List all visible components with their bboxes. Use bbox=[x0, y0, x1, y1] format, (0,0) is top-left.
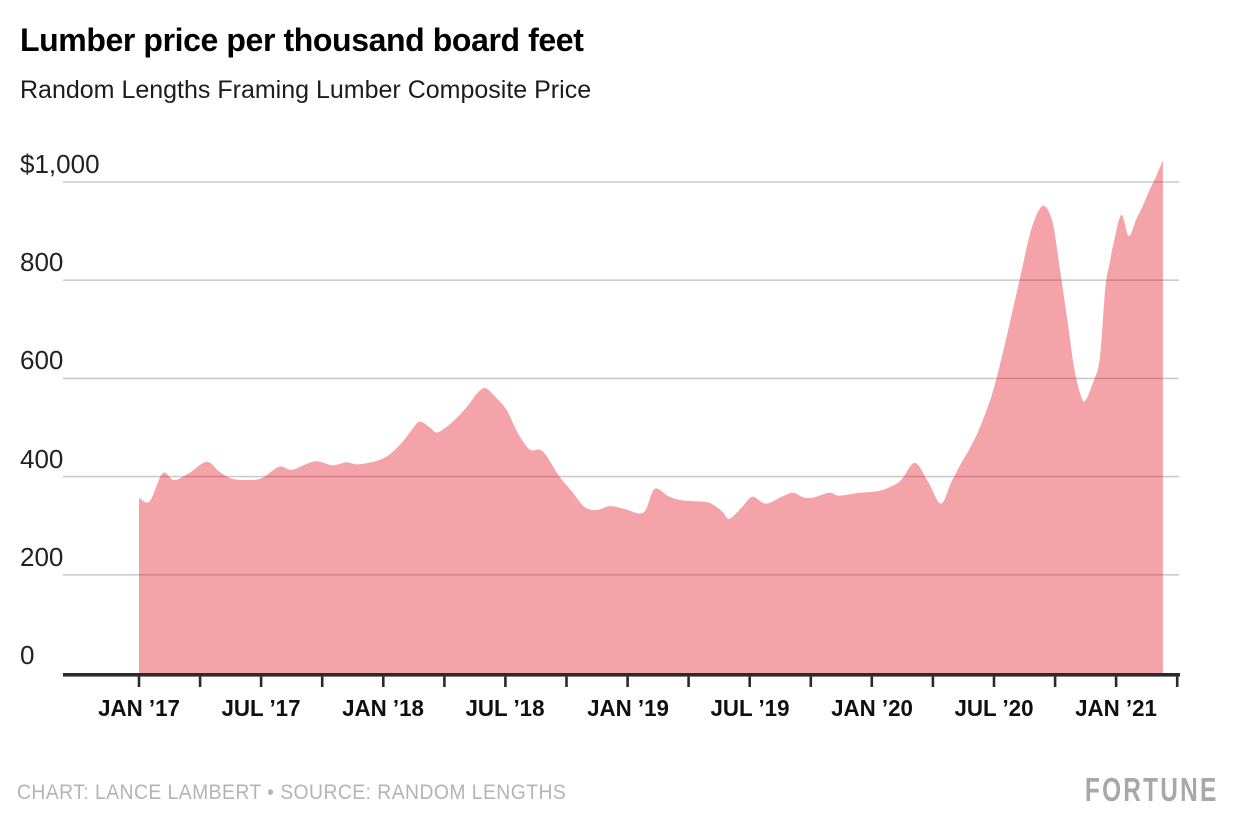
x-axis-label: JUL ’20 bbox=[954, 695, 1034, 721]
x-axis-line bbox=[63, 673, 1180, 677]
y-axis-label: 800 bbox=[20, 247, 64, 278]
chart-credit: CHART: LANCE LAMBERT • SOURCE: RANDOM LE… bbox=[17, 781, 567, 804]
gridlines bbox=[63, 181, 1179, 576]
x-axis-label: JAN ’18 bbox=[342, 695, 425, 721]
x-axis-label: JAN ’19 bbox=[586, 695, 669, 721]
x-axis-label: JAN ’17 bbox=[98, 695, 180, 721]
y-axis-label: $1,000 bbox=[20, 149, 100, 179]
x-axis-ticks bbox=[137, 676, 1179, 687]
price-area-series bbox=[139, 160, 1163, 673]
x-axis-label: JUL ’18 bbox=[465, 695, 545, 721]
y-axis-label: 200 bbox=[20, 541, 64, 572]
chart-title: Lumber price per thousand board feet bbox=[20, 22, 584, 58]
x-axis-label: JAN ’21 bbox=[1075, 695, 1158, 721]
x-axis-label: JUL ’19 bbox=[710, 695, 790, 721]
y-axis-label: 0 bbox=[20, 640, 35, 670]
y-axis-label: 400 bbox=[20, 443, 64, 474]
x-axis-label: JAN ’20 bbox=[830, 695, 913, 721]
x-axis-label: JUL ’17 bbox=[221, 695, 301, 721]
fortune-logo: FORTUNE bbox=[1084, 771, 1218, 808]
y-axis-label: 600 bbox=[20, 345, 64, 376]
chart-subtitle: Random Lengths Framing Lumber Composite … bbox=[20, 76, 592, 104]
